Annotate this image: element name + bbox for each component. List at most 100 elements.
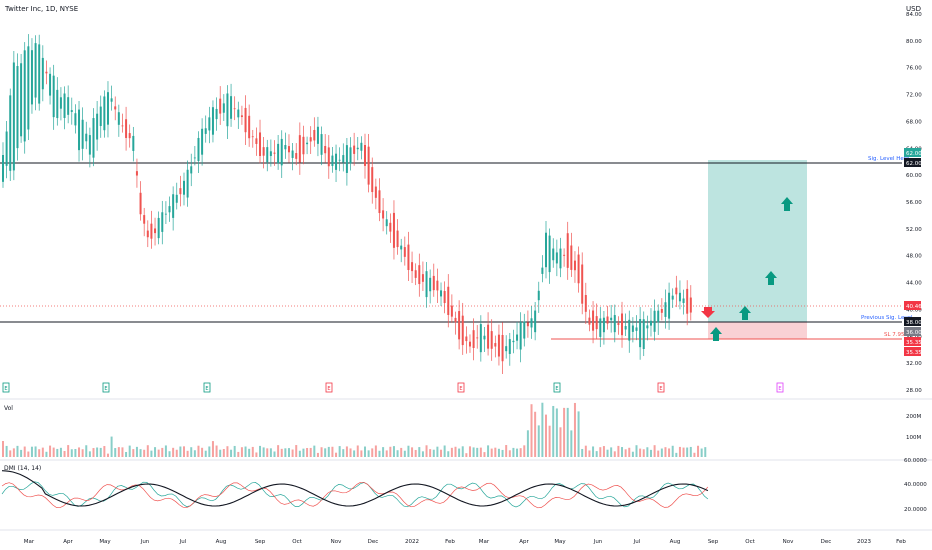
- candle-body: [316, 126, 319, 144]
- earnings-marker[interactable]: [102, 382, 110, 393]
- volume-bar: [291, 449, 294, 457]
- volume-bar: [52, 447, 55, 457]
- candle-body: [135, 171, 138, 176]
- volume-bar: [280, 448, 283, 457]
- volume-bar: [581, 448, 584, 457]
- candle-body: [5, 131, 8, 166]
- candle-body: [161, 212, 164, 232]
- volume-bar: [154, 447, 157, 457]
- earnings-marker[interactable]: [657, 382, 665, 393]
- candle-body: [537, 290, 540, 301]
- candle-body: [570, 245, 573, 270]
- volume-bar: [382, 447, 385, 457]
- candle-body: [595, 316, 598, 330]
- candle-body: [458, 311, 461, 340]
- earnings-marker[interactable]: [553, 382, 561, 393]
- volume-bar: [678, 446, 681, 457]
- earnings-marker[interactable]: [776, 382, 784, 393]
- volume-bar: [664, 447, 667, 457]
- sig-high-badge: [904, 158, 921, 167]
- candle-body: [331, 155, 334, 166]
- candle-body: [686, 288, 689, 314]
- volume-bar: [432, 449, 435, 457]
- volume-bar: [595, 451, 598, 457]
- volume-bar: [501, 449, 504, 457]
- candle-body: [512, 340, 515, 343]
- price-axis[interactable]: 84.0080.0076.0072.0068.0064.0060.0056.00…: [906, 12, 922, 394]
- volume-bar: [324, 448, 327, 457]
- candle-body: [335, 153, 338, 170]
- earnings-marker-text: E: [659, 386, 662, 392]
- earnings-marker[interactable]: [2, 382, 10, 393]
- earnings-marker[interactable]: [457, 382, 465, 393]
- candle-body: [497, 334, 500, 357]
- volume-bar: [657, 450, 660, 457]
- candle-body: [269, 151, 272, 156]
- candle-body: [96, 113, 99, 140]
- volume-bar: [204, 450, 207, 457]
- volume-bar: [34, 446, 37, 457]
- volume-bar: [251, 446, 254, 457]
- candle-body: [429, 277, 432, 292]
- volume-bar: [338, 446, 341, 457]
- candle-body: [197, 137, 200, 162]
- candle-body: [573, 260, 576, 271]
- candle-body: [617, 323, 620, 325]
- candle-body: [150, 223, 153, 239]
- price-tick: 84.00: [906, 12, 922, 18]
- volume-bars: [2, 402, 707, 457]
- candle-body: [559, 248, 562, 269]
- volume-bar: [237, 451, 240, 457]
- target-zone[interactable]: [708, 160, 807, 322]
- arrow-down-icon: [701, 307, 715, 318]
- volume-bar: [588, 450, 591, 457]
- volume-bar: [269, 448, 272, 457]
- earnings-marker[interactable]: [325, 382, 333, 393]
- volume-bar: [392, 446, 395, 457]
- stop-loss-label: SL 7.95: [884, 332, 905, 338]
- earnings-marker[interactable]: [203, 382, 211, 393]
- candle-body: [284, 144, 287, 150]
- candle-body: [432, 275, 435, 291]
- candle-body: [175, 194, 178, 203]
- candle-body: [183, 180, 185, 195]
- volume-bar: [240, 447, 243, 457]
- time-tick: Oct: [745, 539, 755, 545]
- volume-bar: [606, 449, 609, 457]
- candle-body: [353, 145, 356, 154]
- arrow-markers: [701, 197, 793, 341]
- stop-badge-2-text: 35.35: [906, 350, 922, 356]
- price-tick: 44.00: [906, 281, 922, 287]
- volume-bar: [675, 452, 678, 457]
- candle-body: [646, 325, 649, 329]
- volume-bar: [302, 448, 305, 457]
- volume-bar: [483, 452, 486, 457]
- candle-body: [487, 324, 490, 349]
- volume-bar: [450, 447, 453, 457]
- candle-body: [508, 339, 511, 354]
- volume-bar: [211, 441, 214, 457]
- candle-body: [592, 310, 595, 331]
- candle-body: [599, 318, 602, 337]
- time-axis[interactable]: Mar Apr May Jun Jul Aug Sep Oct Nov Dec 2022 Feb Mar…: [24, 539, 907, 545]
- stop-zone[interactable]: [708, 322, 807, 339]
- volume-bar: [479, 447, 482, 457]
- volume-bar: [233, 445, 236, 457]
- volume-bar: [262, 447, 265, 457]
- volume-bar: [59, 447, 62, 457]
- volume-bar: [9, 450, 12, 457]
- candle-body: [472, 330, 475, 348]
- time-tick: Dec: [821, 539, 832, 545]
- time-tick: Sep: [255, 539, 266, 545]
- volume-bar: [425, 445, 428, 457]
- candle-body: [671, 295, 674, 300]
- stop-badge-1-text: 35.35: [906, 340, 922, 346]
- volume-bar: [74, 449, 77, 457]
- sig-level-high-label: Sig. Level Here: [868, 156, 910, 162]
- volume-bar: [537, 425, 540, 457]
- candle-body: [407, 244, 410, 270]
- candle-body: [443, 291, 446, 304]
- arrow-up-icon: [739, 306, 751, 320]
